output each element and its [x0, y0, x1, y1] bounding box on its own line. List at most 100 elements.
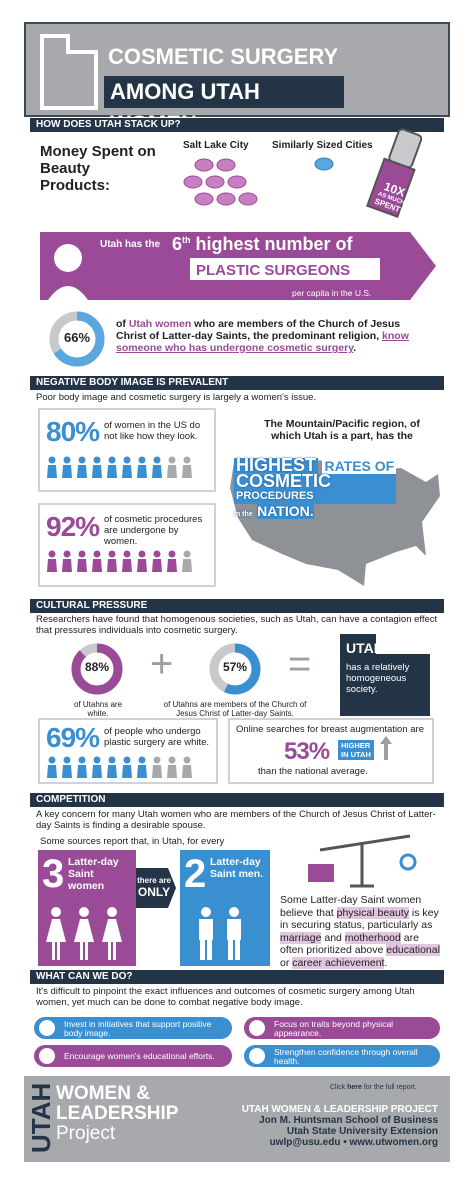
person-head	[138, 550, 146, 558]
note-highlight: physical beauty	[336, 906, 410, 919]
icon-row	[46, 756, 206, 785]
element: of Utah women who are members of the Chu…	[116, 318, 416, 354]
element	[216, 192, 236, 206]
person-head	[183, 756, 191, 764]
middle-line: there are	[137, 876, 171, 885]
person-head	[183, 456, 191, 464]
stat-box	[38, 503, 216, 587]
element: Click here for the full report.	[330, 1084, 417, 1091]
lead: Some sources report that, in Utah, for e…	[40, 836, 225, 847]
person-head	[201, 907, 211, 917]
person-head	[138, 456, 146, 464]
icons	[47, 550, 192, 572]
equals: =	[288, 642, 312, 686]
person-head	[183, 550, 191, 558]
element	[399, 853, 417, 871]
up-arrow	[380, 736, 392, 760]
stat-label: 69%	[46, 722, 100, 753]
note-highlight: motherhood	[344, 931, 401, 944]
donut-arc	[49, 311, 105, 367]
stat-box	[228, 718, 434, 784]
text: .	[353, 342, 357, 354]
element	[249, 1020, 265, 1036]
donut-label: 88%	[84, 660, 110, 674]
logo-utah: UTAH	[26, 1082, 56, 1154]
donut-arc	[71, 643, 123, 695]
note-text: or	[280, 956, 293, 969]
org-line: uwlp@usu.edu • www.utwomen.org	[269, 1137, 438, 1148]
note-text: .	[384, 956, 388, 969]
person-head	[48, 456, 56, 464]
people	[199, 907, 241, 960]
utah-block	[340, 634, 430, 716]
region-text: The Mountain/Pacific region, of which Ut…	[264, 418, 420, 442]
donut	[49, 311, 105, 367]
person-body	[122, 559, 132, 572]
person-body	[107, 559, 117, 572]
intro: Researchers have found that homogenous s…	[36, 614, 438, 636]
person-body	[102, 919, 122, 960]
person-body	[107, 465, 117, 478]
note-text: Some Latter-day Saint women believe that	[280, 894, 422, 919]
surgeons-line: per capita in the U.S.	[292, 288, 372, 298]
women-icons	[44, 906, 134, 967]
element	[194, 192, 214, 206]
person-body	[62, 465, 72, 478]
person-body	[92, 765, 102, 778]
person-head	[63, 550, 71, 558]
person-head	[168, 456, 176, 464]
person-head	[108, 456, 116, 464]
map-line: PROCEDURES	[234, 489, 397, 504]
stat-text: of women in the US do not like how they …	[104, 420, 201, 442]
element	[183, 175, 203, 189]
element	[40, 34, 98, 110]
note-highlight: educational	[386, 944, 440, 956]
person-body	[182, 765, 192, 778]
coins	[183, 158, 258, 206]
stat-label: 92%	[46, 511, 100, 542]
title-2: AMONG UTAH WOMEN	[104, 76, 344, 136]
person-body	[182, 559, 192, 572]
text: of	[116, 318, 129, 330]
person-body	[167, 559, 177, 572]
element	[366, 157, 416, 218]
person-body	[137, 465, 147, 478]
action: Invest in initiatives that support posit…	[34, 1017, 232, 1039]
city-label: Salt Lake City	[183, 140, 249, 151]
men-box	[180, 850, 270, 966]
map-line: in the	[234, 511, 253, 518]
person-body	[122, 465, 132, 478]
element	[136, 868, 176, 908]
intro: Poor body image and cosmetic surgery is …	[36, 392, 317, 403]
person-body	[92, 559, 102, 572]
men-icons	[194, 906, 284, 967]
person-head	[108, 550, 116, 558]
emphasis: know someone who has undergone cosmetic …	[116, 330, 409, 354]
donut-label: 57%	[222, 660, 248, 674]
surgeons-line: highest number of	[195, 234, 353, 254]
icons	[47, 456, 192, 478]
person-head	[63, 756, 71, 764]
person-body	[47, 765, 57, 778]
stat-text: of people who undergo plastic surgery ar…	[104, 726, 210, 748]
plus: +	[150, 642, 174, 686]
person-head	[78, 550, 86, 558]
org-line: Utah State University Extension	[286, 1126, 438, 1137]
title-1: COSMETIC SURGERY	[108, 44, 339, 69]
search-text: Online searches for breast augmentation …	[236, 724, 424, 735]
person-body	[152, 465, 162, 478]
arrow	[136, 868, 176, 908]
org-line: Jon M. Huntsman School of Business	[259, 1115, 438, 1126]
person-body	[199, 919, 213, 960]
men-count: 2	[184, 852, 207, 896]
logo: WOMEN & LEADERSHIP Project	[56, 1084, 178, 1144]
person-head	[153, 456, 161, 464]
badge-line: IN UTAH	[341, 750, 371, 759]
click-link[interactable]: here	[347, 1084, 362, 1091]
stat-box	[38, 718, 218, 784]
element	[48, 286, 88, 300]
click-text: for the full report.	[361, 1084, 417, 1091]
note-text: and	[321, 931, 345, 944]
element	[238, 192, 258, 206]
